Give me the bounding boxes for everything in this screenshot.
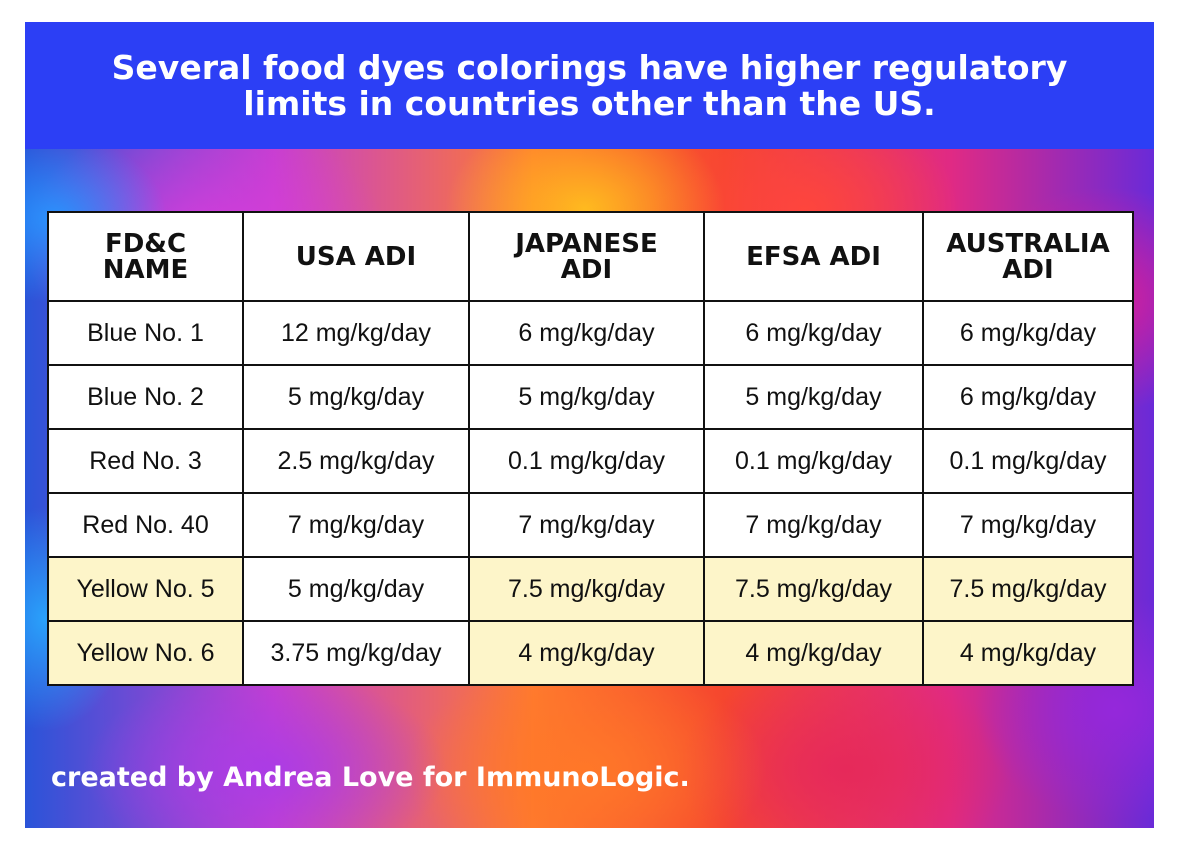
- column-header-australia-adi: AUSTRALIA ADI: [922, 211, 1134, 302]
- australia-adi-cell: 6 mg/kg/day: [922, 300, 1134, 366]
- table-row: Blue No. 1 12 mg/kg/day 6 mg/kg/day 6 mg…: [47, 300, 1134, 366]
- australia-adi-cell: 7 mg/kg/day: [922, 492, 1134, 558]
- dye-name-cell: Red No. 40: [47, 492, 244, 558]
- usa-adi-cell: 5 mg/kg/day: [242, 556, 470, 622]
- table-body: Blue No. 1 12 mg/kg/day 6 mg/kg/day 6 mg…: [47, 300, 1134, 686]
- japanese-adi-cell: 5 mg/kg/day: [468, 364, 705, 430]
- dye-name-cell: Blue No. 1: [47, 300, 244, 366]
- australia-adi-cell: 7.5 mg/kg/day: [922, 556, 1134, 622]
- column-header-usa-adi: USA ADI: [242, 211, 470, 302]
- column-header-fdc-name: FD&C NAME: [47, 211, 244, 302]
- table-row: Red No. 3 2.5 mg/kg/day 0.1 mg/kg/day 0.…: [47, 428, 1134, 494]
- efsa-adi-cell: 6 mg/kg/day: [703, 300, 924, 366]
- usa-adi-cell: 2.5 mg/kg/day: [242, 428, 470, 494]
- table-row: Blue No. 2 5 mg/kg/day 5 mg/kg/day 5 mg/…: [47, 364, 1134, 430]
- japanese-adi-cell: 0.1 mg/kg/day: [468, 428, 705, 494]
- title-banner: Several food dyes colorings have higher …: [25, 22, 1154, 149]
- japanese-adi-cell: 4 mg/kg/day: [468, 620, 705, 686]
- australia-adi-cell: 0.1 mg/kg/day: [922, 428, 1134, 494]
- table-header-row: FD&C NAME USA ADI JAPANESE ADI EFSA ADI AU…: [47, 211, 1134, 302]
- usa-adi-cell: 12 mg/kg/day: [242, 300, 470, 366]
- efsa-adi-cell: 4 mg/kg/day: [703, 620, 924, 686]
- table-row: Yellow No. 5 5 mg/kg/day 7.5 mg/kg/day 7…: [47, 556, 1134, 622]
- table-row: Yellow No. 6 3.75 mg/kg/day 4 mg/kg/day …: [47, 620, 1134, 686]
- dye-name-cell: Yellow No. 5: [47, 556, 244, 622]
- efsa-adi-cell: 7.5 mg/kg/day: [703, 556, 924, 622]
- dye-name-cell: Blue No. 2: [47, 364, 244, 430]
- efsa-adi-cell: 0.1 mg/kg/day: [703, 428, 924, 494]
- dye-name-cell: Yellow No. 6: [47, 620, 244, 686]
- usa-adi-cell: 5 mg/kg/day: [242, 364, 470, 430]
- efsa-adi-cell: 5 mg/kg/day: [703, 364, 924, 430]
- adi-comparison-table: FD&C NAME USA ADI JAPANESE ADI EFSA ADI AU…: [47, 211, 1134, 686]
- japanese-adi-cell: 7.5 mg/kg/day: [468, 556, 705, 622]
- column-header-efsa-adi: EFSA ADI: [703, 211, 924, 302]
- australia-adi-cell: 4 mg/kg/day: [922, 620, 1134, 686]
- efsa-adi-cell: 7 mg/kg/day: [703, 492, 924, 558]
- column-header-japanese-adi: JAPANESE ADI: [468, 211, 705, 302]
- japanese-adi-cell: 6 mg/kg/day: [468, 300, 705, 366]
- dye-name-cell: Red No. 3: [47, 428, 244, 494]
- table-row: Red No. 40 7 mg/kg/day 7 mg/kg/day 7 mg/…: [47, 492, 1134, 558]
- japanese-adi-cell: 7 mg/kg/day: [468, 492, 705, 558]
- usa-adi-cell: 7 mg/kg/day: [242, 492, 470, 558]
- infographic-card: Several food dyes colorings have higher …: [25, 22, 1154, 828]
- usa-adi-cell: 3.75 mg/kg/day: [242, 620, 470, 686]
- credit-footer: created by Andrea Love for ImmunoLogic.: [51, 762, 690, 793]
- australia-adi-cell: 6 mg/kg/day: [922, 364, 1134, 430]
- page-title: Several food dyes colorings have higher …: [111, 47, 1068, 123]
